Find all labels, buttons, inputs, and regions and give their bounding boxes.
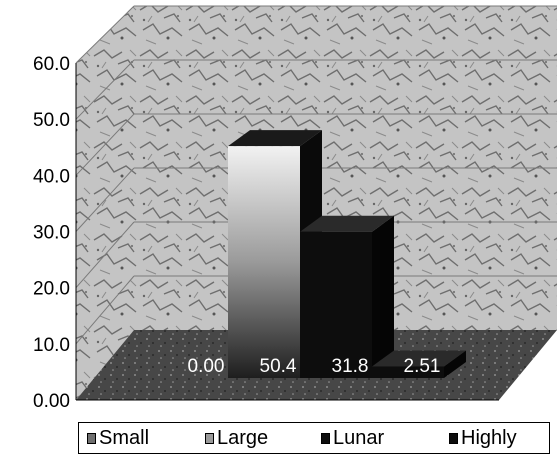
legend-swatch [87,432,96,444]
legend-swatch [205,432,214,444]
y-tick-label: 30.0 [33,223,70,244]
y-tick-label: 0.00 [33,391,70,412]
y-tick-label: 60.0 [33,54,70,75]
legend-label: Large [217,426,269,449]
legend: Small Large Lunar Highly [78,422,550,454]
gridline-side [75,275,135,345]
gridline-side [75,113,135,176]
y-tick-labels: 0.00 10.0 20.0 30.0 40.0 50.0 60.0 [33,54,70,412]
gridline-side [75,221,135,288]
bar-chart: 0.00 50.4 31.8 2.51 0.00 10.0 20.0 30.0 40.0 50.… [33,5,557,412]
bar-lunar [300,215,394,378]
data-label: 50.4 [260,356,297,377]
data-label: 2.51 [404,356,441,377]
legend-item-lunar: Lunar [321,427,441,450]
data-labels: 0.00 50.4 31.8 2.51 [188,356,441,377]
y-tick-label: 20.0 [33,279,70,300]
legend-label: Small [99,426,150,449]
legend-item-highly: Highly [449,427,517,450]
gridline-side [75,5,135,64]
data-label: 31.8 [332,356,369,377]
legend-swatch [449,432,458,444]
gridline-side [75,167,135,232]
bar-highly [372,350,466,378]
legend-swatch [321,432,330,444]
y-tick-label: 50.0 [33,110,70,131]
legend-item-small: Small [87,427,197,450]
y-tick-label: 10.0 [33,335,70,356]
data-label: 0.00 [188,356,225,377]
gridline-side [75,59,135,120]
legend-label: Lunar [333,426,385,449]
bars [228,130,466,378]
legend-label: Highly [461,426,517,449]
y-tick-label: 40.0 [33,166,70,187]
legend-item-large: Large [205,427,313,450]
